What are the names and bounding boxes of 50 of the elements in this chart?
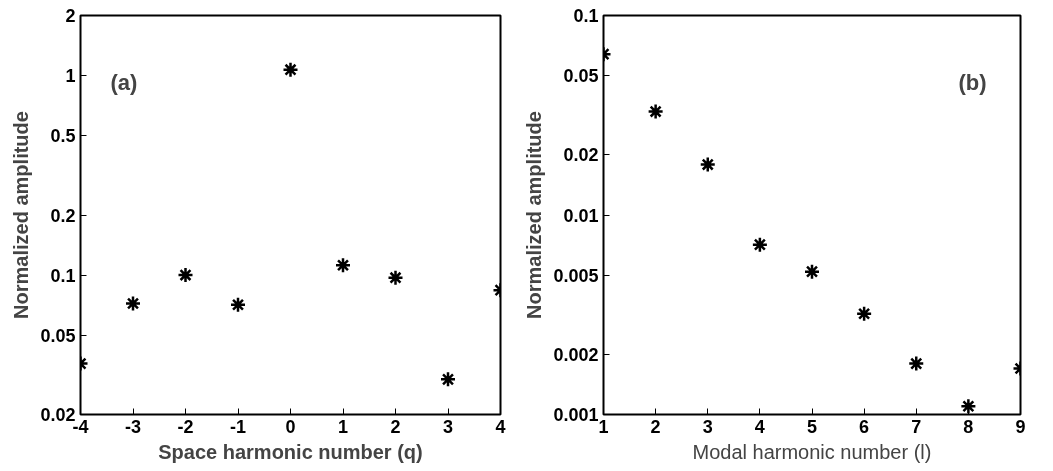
y-tick-label: 0.5 bbox=[50, 126, 76, 147]
annotation: (a) bbox=[110, 69, 138, 95]
y-tick-label: 0.05 bbox=[563, 66, 599, 87]
x-axis-title: Space harmonic number (q) bbox=[158, 440, 423, 463]
x-tick-label: 8 bbox=[963, 416, 974, 437]
point bbox=[439, 371, 457, 388]
point bbox=[803, 263, 821, 280]
point bbox=[908, 355, 925, 372]
y-axis-title: Normalized amplitude bbox=[523, 111, 546, 319]
x-tick-label: -1 bbox=[230, 416, 247, 437]
x-tick-label: -3 bbox=[125, 416, 142, 437]
x-tick-label: 4 bbox=[495, 416, 506, 437]
point bbox=[699, 156, 716, 173]
y-tick-label: 0.001 bbox=[553, 405, 599, 425]
x-tick-label: 2 bbox=[390, 416, 401, 437]
x-tick-label: 4 bbox=[754, 416, 765, 437]
x-tick-label: 5 bbox=[806, 416, 818, 437]
y-tick-label: 0.2 bbox=[50, 205, 76, 226]
x-tick-label: 7 bbox=[911, 416, 922, 437]
point bbox=[229, 296, 247, 313]
y-tick-label: 0.005 bbox=[553, 265, 599, 286]
point bbox=[124, 295, 142, 312]
point bbox=[647, 103, 664, 120]
x-tick-label: 1 bbox=[337, 416, 349, 437]
x-tick-label: 6 bbox=[859, 416, 870, 437]
x-tick-label: 0 bbox=[285, 416, 296, 437]
point bbox=[334, 256, 352, 274]
y-tick-label: 0.05 bbox=[40, 325, 76, 346]
x-tick-label: 2 bbox=[650, 416, 661, 437]
y-tick-label: 0.02 bbox=[40, 405, 76, 425]
y-axis-title: Normalized amplitude bbox=[10, 111, 33, 319]
y-tick-label: 0.002 bbox=[553, 344, 599, 365]
x-tick-label: 9 bbox=[1015, 416, 1026, 437]
point bbox=[177, 266, 194, 284]
y-tick-label: 0.1 bbox=[573, 6, 599, 26]
point bbox=[387, 269, 404, 286]
y-tick-label: 1 bbox=[65, 66, 76, 87]
y-tick-label: 0.01 bbox=[563, 205, 599, 226]
x-tick-label: 3 bbox=[442, 416, 454, 437]
x-tick-label: -2 bbox=[177, 416, 194, 437]
point bbox=[751, 236, 769, 253]
point bbox=[960, 397, 977, 415]
x-tick-label: 3 bbox=[702, 416, 713, 437]
y-tick-label: 2 bbox=[65, 6, 76, 26]
point bbox=[282, 61, 299, 78]
point bbox=[855, 305, 873, 322]
x-axis-title: Modal harmonic number (l) bbox=[692, 440, 932, 463]
y-tick-label: 0.02 bbox=[563, 145, 599, 166]
annotation: (b) bbox=[958, 69, 987, 95]
y-tick-label: 0.1 bbox=[50, 265, 76, 286]
